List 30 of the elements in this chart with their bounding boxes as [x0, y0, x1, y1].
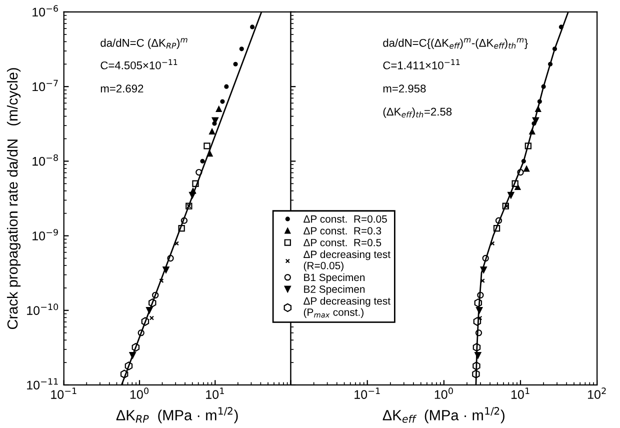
- x-axis-title: ΔK$_{RP}$ (MPa · m$^{1/2}$): [116, 407, 238, 424]
- x-tick-label: 10$^{1}$: [206, 388, 224, 399]
- legend-label: B1 Specimen: [304, 273, 365, 284]
- annotation: C=4.505×10$^{−11}$: [100, 59, 178, 70]
- y-tick-label: 10$^{−8}$: [32, 154, 58, 166]
- annotation: (ΔK$_{eff}$)$_{th}$=2.58: [383, 107, 452, 118]
- legend-label: B2 Specimen: [304, 285, 365, 295]
- x-axis-title: ΔK$_{eff}$ (MPa · m$^{1/2}$): [382, 407, 504, 424]
- x-tick-label: 10$^{−1}$: [354, 388, 380, 399]
- legend-label: ΔP const. R=0.5: [304, 238, 382, 246]
- y-tick-label: 10$^{−11}$: [27, 378, 58, 390]
- x-tick-label: 10$^{2}$: [588, 388, 606, 399]
- legend-label: ΔP const. R=0.3: [304, 227, 382, 234]
- annotation: m=2.692: [100, 84, 144, 93]
- text: da/dN=C{(ΔK$_{eff}$)$^{m}$-(ΔK$_{eff}$)$_{th}$$^{m}$}: [383, 38, 528, 50]
- legend-label: ΔP decreasing test (P$_{max}$ const.): [304, 297, 390, 318]
- y-tick-label: 10$^{−6}$: [32, 5, 58, 17]
- x-tick-label: 10$^{0}$: [434, 388, 453, 399]
- y-tick-label: 10$^{−7}$: [32, 80, 58, 92]
- x-tick-label: 10$^{0}$: [130, 388, 149, 399]
- x-tick-label: 10$^{−1}$: [51, 388, 76, 399]
- legend-label: ΔP const. R=0.05: [304, 215, 387, 223]
- x-tick-label: 10$^{1}$: [511, 388, 530, 399]
- annotation: da/dN=C (ΔK$_{RP}$)$^{m}$: [100, 38, 188, 50]
- annotation: C=1.411×10$^{−11}$: [383, 59, 460, 70]
- y-tick-label: 10$^{−9}$: [32, 228, 58, 240]
- annotation: m=2.958: [383, 84, 426, 93]
- y-axis-title: Crack propagation rate da/dN (m/cycle): [6, 68, 21, 330]
- y-tick-label: 10$^{−10}$: [27, 304, 58, 315]
- legend-label: ΔP decreasing test (R=0.05): [304, 250, 390, 272]
